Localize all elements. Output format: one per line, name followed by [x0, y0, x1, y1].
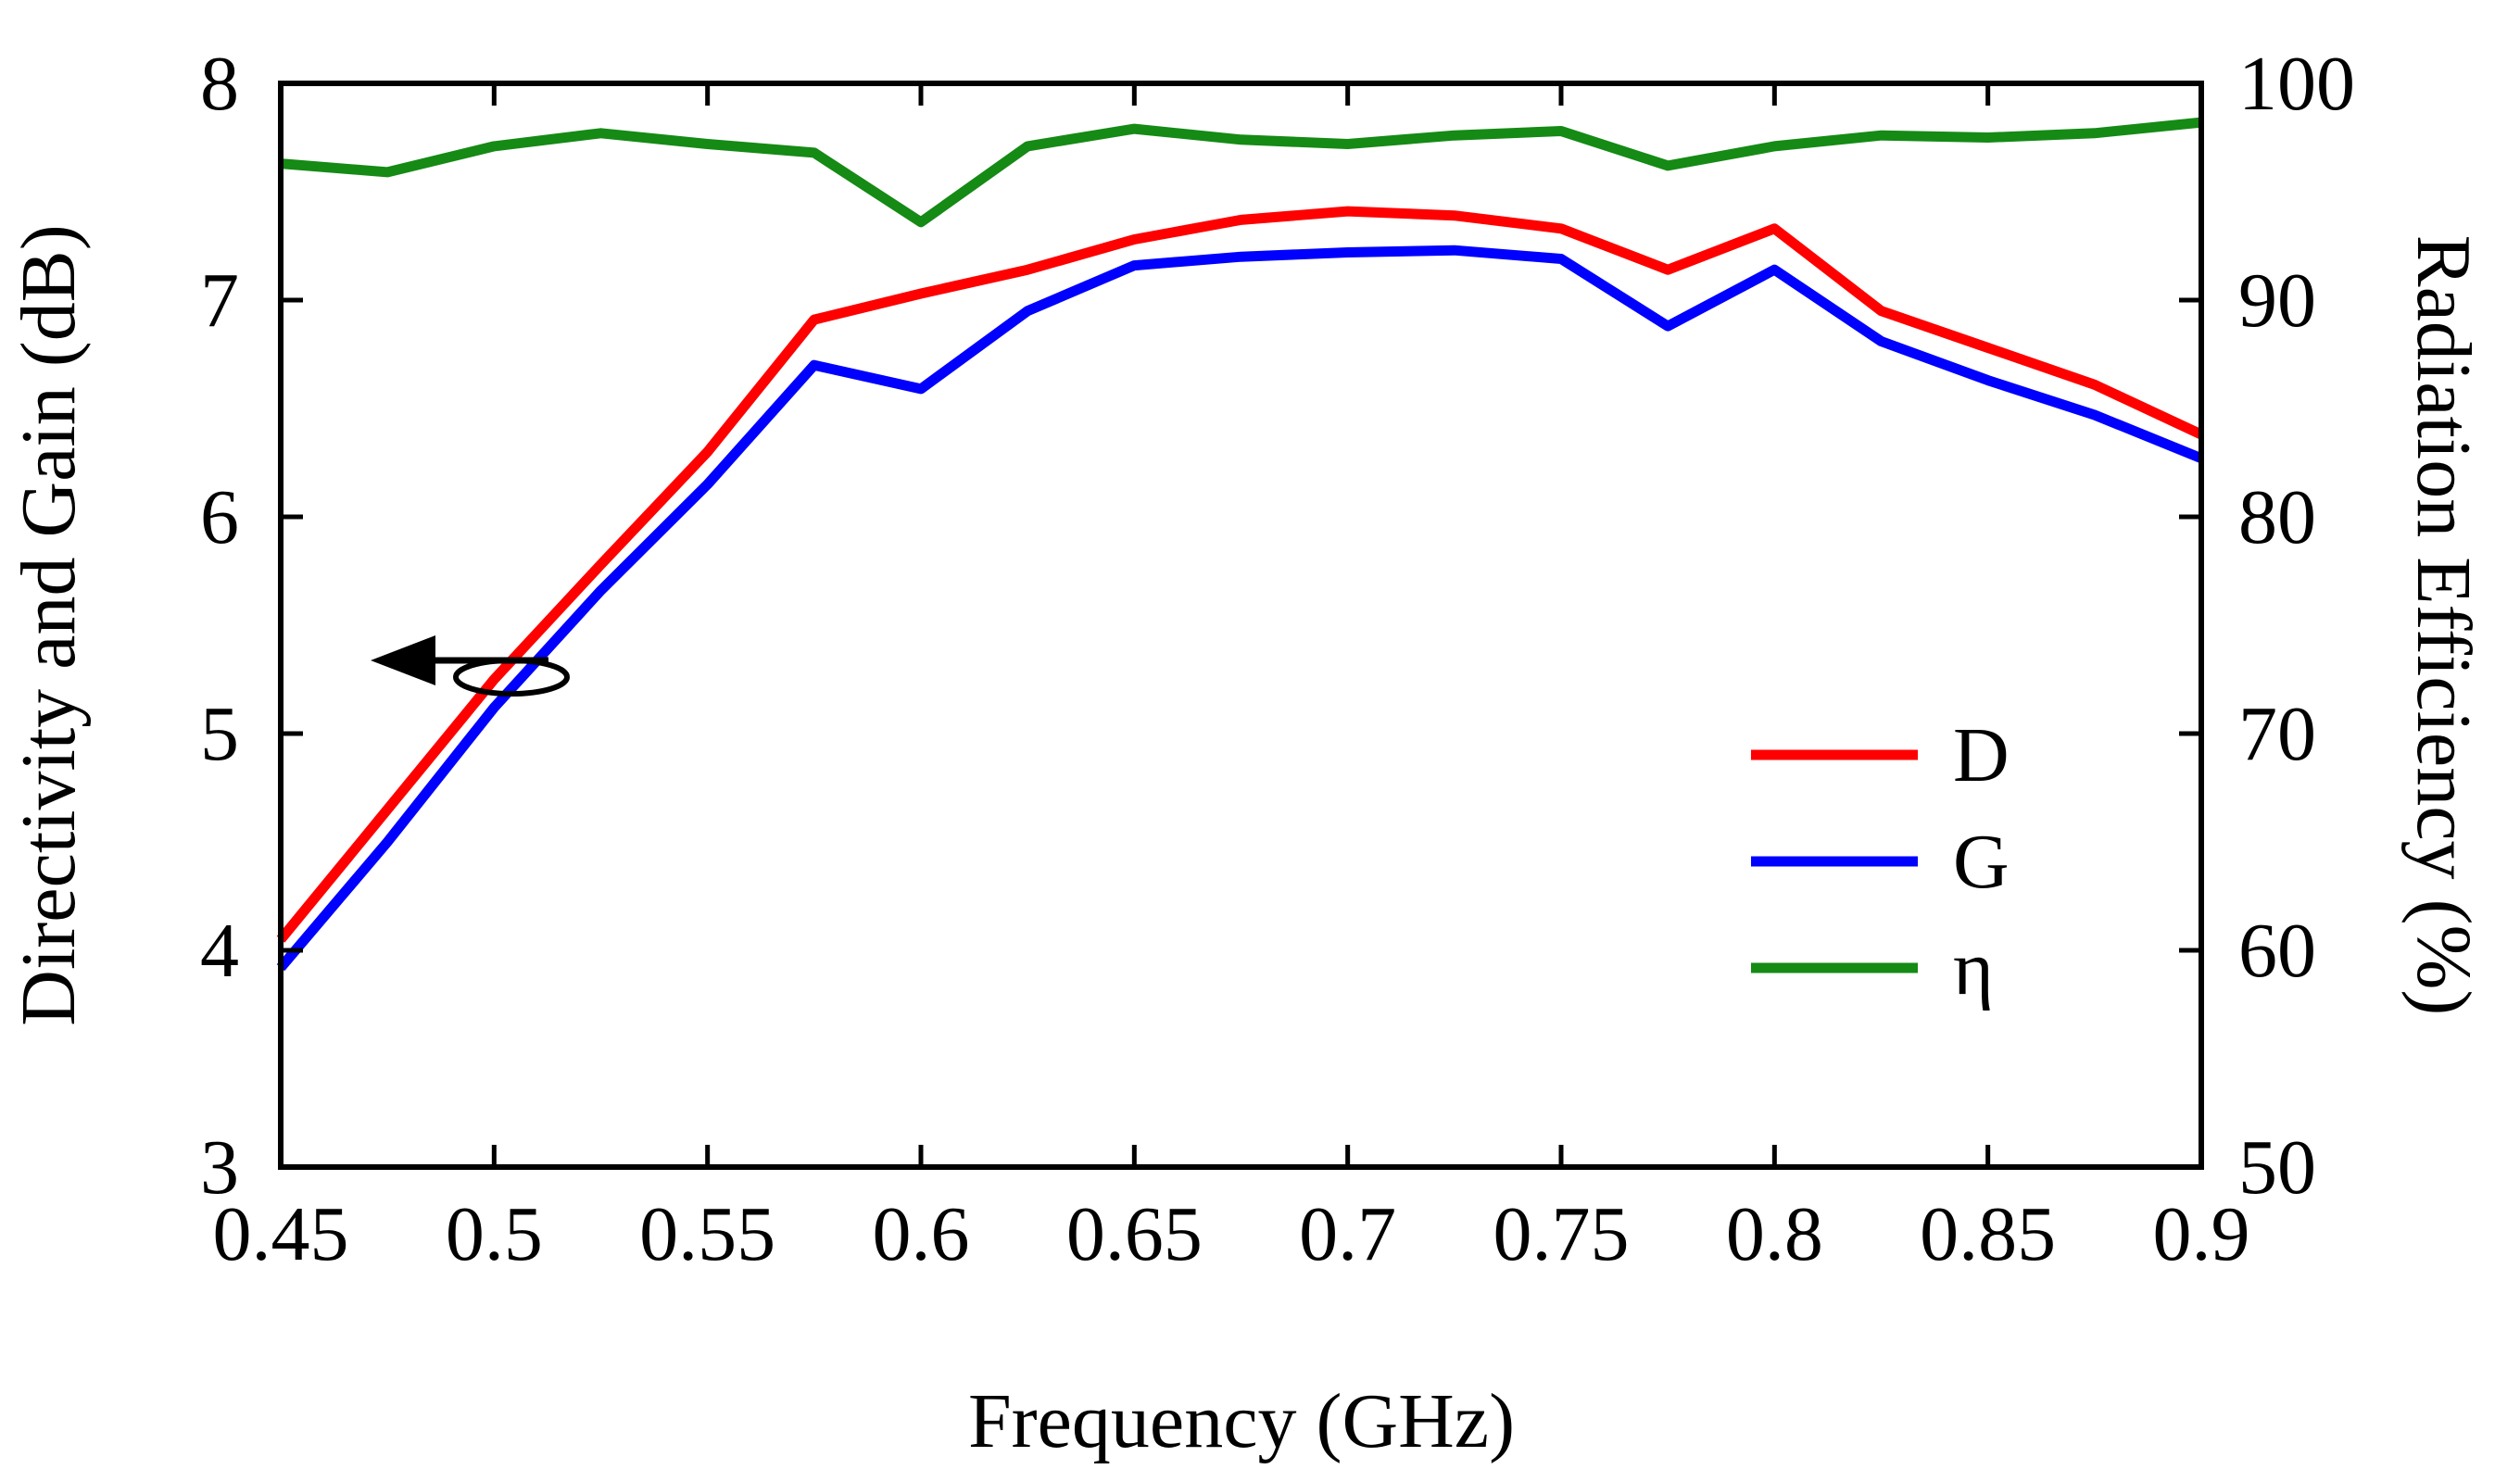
legend-label-g: G — [1953, 819, 2010, 905]
series-line-g — [276, 245, 2204, 972]
y-right-tick-label: 90 — [2238, 257, 2316, 344]
y-right-tick-label: 70 — [2238, 691, 2316, 777]
y-left-axis-label: Directivity and Gain (dB) — [6, 224, 92, 1025]
y-left-tick-label: 3 — [200, 1124, 239, 1211]
x-tick-label: 0.7 — [1299, 1191, 1396, 1277]
y-left-ticks: 3 4 5 6 7 8 — [200, 41, 303, 1211]
y-left-tick-label: 8 — [200, 41, 239, 127]
series-line-d — [276, 206, 2204, 943]
legend-label-eta: η — [1953, 925, 1994, 1011]
y-right-tick-label: 100 — [2238, 41, 2355, 127]
legend: D G η — [1751, 712, 2010, 1011]
annotation-layer — [371, 635, 570, 697]
x-tick-label: 0.65 — [1066, 1191, 1203, 1277]
legend-label-d: D — [1953, 712, 2010, 798]
plot-frame — [278, 81, 2204, 1170]
y-right-tick-label: 50 — [2238, 1124, 2316, 1211]
x-tick-label: 0.45 — [213, 1191, 349, 1277]
x-tick-label: 0.9 — [2153, 1191, 2250, 1277]
series-line-eta — [280, 117, 2202, 228]
y-right-axis-label: Radiation Efficiency (%) — [2400, 235, 2487, 1016]
y-left-tick-label: 6 — [200, 474, 239, 560]
axis-indicator-arrowhead — [371, 635, 435, 685]
x-tick-label: 0.75 — [1493, 1191, 1630, 1277]
y-right-tick-label: 60 — [2238, 908, 2316, 994]
x-tick-label: 0.8 — [1726, 1191, 1823, 1277]
y-right-ticks: 50 60 70 80 90 100 — [2179, 41, 2355, 1211]
x-tick-label: 0.5 — [446, 1191, 543, 1277]
x-ticks: 0.45 0.5 0.55 0.6 0.65 0.7 0.75 0.8 0.85 0.9 — [213, 83, 2250, 1277]
x-axis-label: Frequency (GHz) — [968, 1378, 1515, 1464]
y-right-tick-label: 80 — [2238, 474, 2316, 560]
x-tick-label: 0.6 — [873, 1191, 970, 1277]
x-tick-label: 0.55 — [639, 1191, 775, 1277]
x-tick-label: 0.85 — [1920, 1191, 2056, 1277]
y-left-tick-label: 7 — [200, 257, 239, 344]
y-left-tick-label: 4 — [200, 908, 239, 994]
series-layer — [276, 117, 2204, 972]
y-left-tick-label: 5 — [200, 691, 239, 777]
